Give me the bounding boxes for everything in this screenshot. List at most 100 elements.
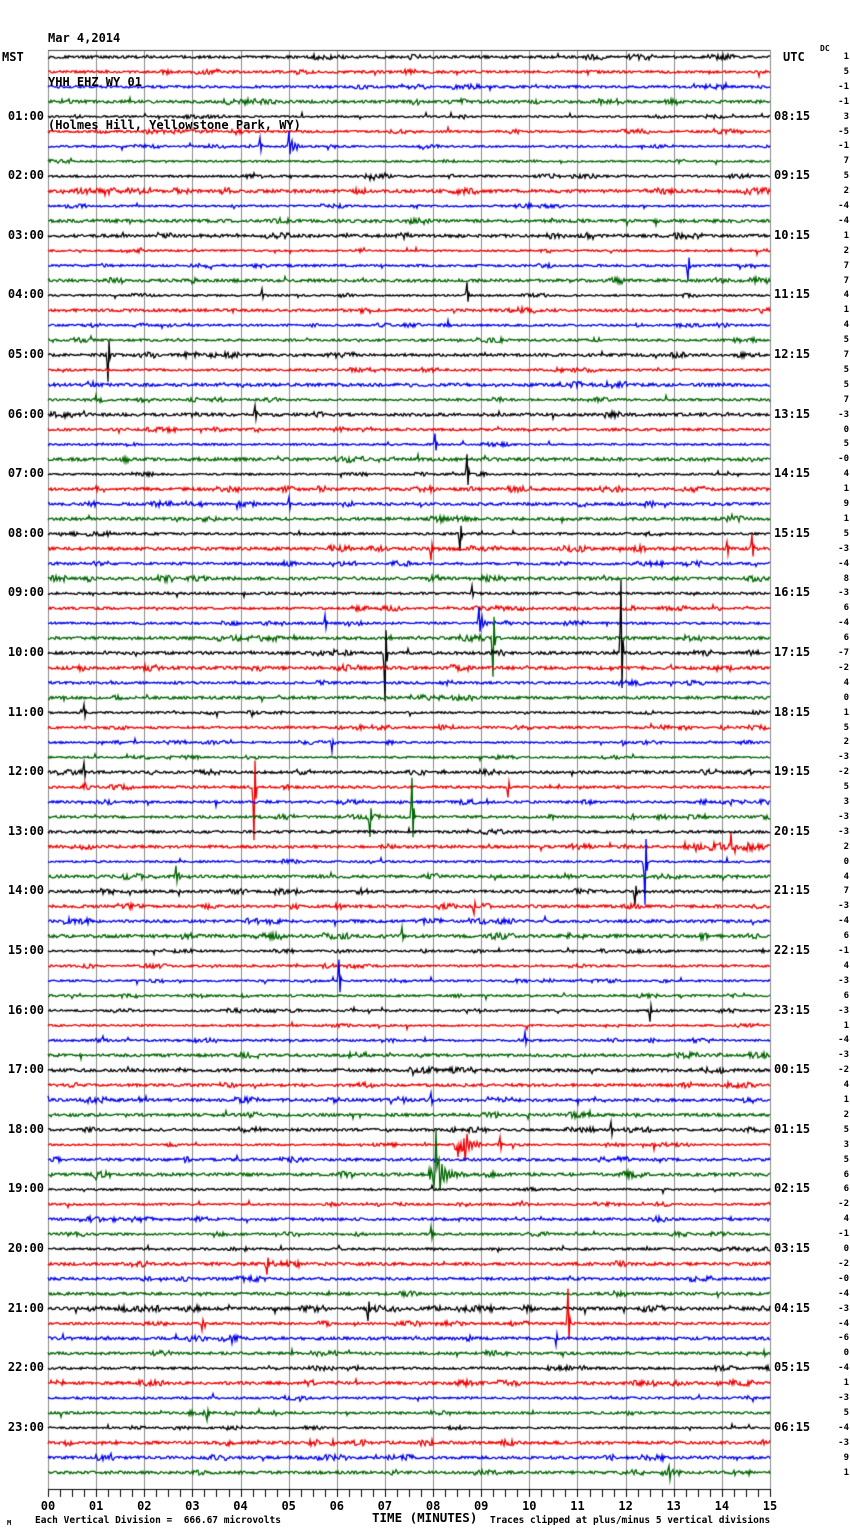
dc-offset-value: -1 [838,81,849,92]
dc-offset-value: 0 [843,692,849,703]
dc-offset-value: -3 [838,811,849,822]
mst-hour-label: 21:00 [7,1300,44,1315]
dc-offset-value: 6 [843,633,849,644]
dc-offset-value: 1 [843,305,849,316]
dc-offset-value: 4 [843,677,849,688]
dc-offset-value: -4 [838,916,849,927]
mst-hour-label: 19:00 [7,1181,44,1196]
dc-offset-value: 5 [843,1124,849,1135]
utc-hour-label: 05:15 [774,1360,811,1375]
x-axis-tick-label: 14 [714,1499,730,1513]
x-axis-tick-label: 06 [329,1499,345,1513]
x-axis-tick-label: 00 [40,1499,56,1513]
dc-offset-value: -3 [838,543,849,554]
mst-hour-label: 06:00 [7,406,44,421]
dc-offset-value: 4 [843,290,849,301]
dc-offset-value: -4 [838,215,849,226]
dc-offset-value: 7 [843,394,849,405]
mst-hour-label: 01:00 [7,108,44,123]
x-axis-tick-label: 02 [137,1499,152,1513]
dc-offset-value: 2 [843,737,849,748]
dc-offset-value: -5 [838,126,849,137]
dc-offset-value: 5 [843,335,849,346]
dc-offset-value: 0 [843,856,849,867]
dc-offset-value: 3 [843,797,849,807]
dc-offset-value: -3 [838,1050,849,1061]
dc-offset-value: 1 [843,707,849,718]
utc-hour-label: 14:15 [774,466,811,481]
dc-offset-value: -4 [838,1035,849,1046]
dc-offset-value: -0 [838,1273,849,1284]
mst-hour-label: 14:00 [7,883,44,898]
mst-hour-label: 16:00 [7,1002,44,1017]
dc-offset-value: -3 [838,588,849,599]
dc-offset-value: 4 [843,320,849,331]
utc-hour-label: 04:15 [774,1300,811,1315]
dc-offset-value: -0 [838,454,849,465]
utc-hour-label: 12:15 [774,347,811,361]
dc-offset-value: 2 [843,186,849,197]
dc-offset-value: 1 [843,513,849,524]
utc-hour-label: 17:15 [774,645,811,659]
utc-hour-label: 11:15 [774,287,811,302]
dc-offset-value: 0 [843,1348,849,1359]
dc-offset-value: 7 [843,350,849,360]
utc-hour-label: 13:15 [774,406,811,421]
dc-offset-value: 7 [843,275,849,286]
title-station: YHH EHZ WY 01 [48,74,142,89]
dc-offset-value: -3 [838,975,849,986]
dc-offset-value: -3 [838,1303,849,1314]
dc-offset-value: -2 [838,662,849,673]
dc-offset-value: 5 [843,1154,849,1165]
utc-hour-label: 22:15 [774,943,811,957]
dc-offset-value: -1 [838,96,849,107]
dc-offset-value: 6 [843,1169,849,1180]
dc-offset-value: 1 [843,1020,849,1031]
dc-offset-value: 4 [843,960,849,971]
mst-hour-label: 20:00 [7,1241,44,1255]
title-location: (Holmes Hill, Yellowstone Park, WY) [48,118,301,132]
utc-hour-label: 01:15 [774,1121,811,1136]
dc-offset-value: 5 [843,379,849,390]
dc-offset-value: 5 [843,439,849,450]
dc-offset-value: -3 [838,1393,849,1403]
x-axis-tick-label: 01 [88,1499,104,1513]
utc-hour-label: 16:15 [774,585,811,600]
mst-hour-label: 11:00 [7,704,44,719]
x-axis-tick-label: 15 [762,1499,778,1513]
dc-offset-value: 1 [843,1378,849,1389]
x-axis-title: TIME (MINUTES) [372,1510,478,1525]
dc-offset-value: 5 [843,364,849,375]
dc-offset-value: -2 [838,1199,849,1210]
dc-offset-value: 5 [843,722,849,733]
mst-hour-label: 04:00 [7,287,44,302]
dc-offset-value: -4 [838,1422,849,1433]
utc-hour-label: 18:15 [774,704,811,719]
footer-scale-note: Each Vertical Division = 666.67 microvol… [35,1515,281,1526]
mst-hour-label: 17:00 [7,1062,44,1077]
mst-hour-label: 22:00 [7,1360,44,1375]
dc-offset-value: -4 [838,618,849,629]
dc-offset-value: -3 [838,409,849,420]
dc-offset-value: -2 [838,1258,849,1269]
dc-offset-value: 9 [843,499,849,509]
dc-offset-value: -3 [838,1005,849,1016]
dc-offset-value: 7 [843,260,849,271]
mst-hour-label: 07:00 [7,466,44,481]
dc-offset-value: -4 [838,201,849,211]
mst-hour-label: 13:00 [7,823,44,838]
page-title: Mar 4,2014 YHH EHZ WY 01 (Holmes Hill, Y… [48,2,301,162]
dc-offset-value: 4 [843,871,849,882]
x-axis-tick-label: 13 [666,1499,681,1513]
dc-offset-value: 0 [843,424,849,435]
x-axis-tick-label: 09 [473,1499,489,1513]
dc-offset-value: -1 [838,946,849,956]
x-axis-tick-label: 11 [570,1499,585,1513]
dc-offset-value: 5 [843,66,849,77]
dc-offset-value: 2 [843,841,849,852]
utc-hour-label: 21:15 [774,883,811,898]
dc-offset-value: 4 [843,1214,849,1225]
dc-offset-value: 5 [843,171,849,182]
dc-offset-value: 3 [843,1139,849,1150]
footer-margin-mark: M [7,1519,12,1527]
